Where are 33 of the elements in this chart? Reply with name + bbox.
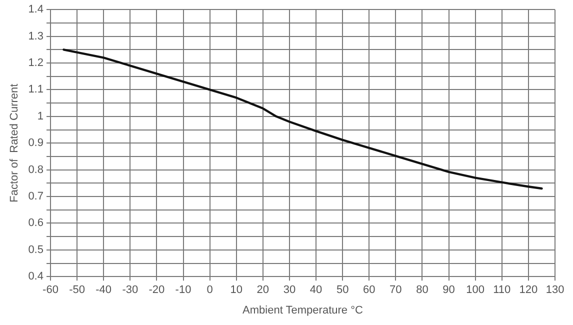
x-tick-label: 80: [416, 284, 428, 296]
x-tick-label: 40: [310, 284, 322, 296]
x-tick-label: 110: [493, 284, 511, 296]
y-tick-label: 1: [37, 110, 44, 122]
x-tick-label: -50: [69, 284, 85, 296]
x-tick-label: 100: [466, 284, 485, 296]
x-tick-label: 120: [519, 284, 538, 296]
x-axis-title: Ambient Temperature °C: [242, 304, 363, 316]
x-tick-label: 20: [256, 284, 270, 296]
x-tick-label: 50: [336, 284, 349, 296]
x-tick-label: 60: [363, 284, 376, 296]
y-tick-label: 0.4: [28, 270, 44, 283]
y-tick-label: 0.7: [28, 190, 44, 203]
x-tick-label: 30: [283, 284, 296, 296]
y-tick-label: 1.4: [28, 4, 44, 16]
x-tick-label: 70: [390, 284, 402, 296]
y-tick-label: 0.9: [28, 137, 44, 150]
x-tick-label: -20: [148, 284, 165, 296]
y-tick-label: 0.6: [28, 217, 44, 230]
y-axis-title: Factor of Rated Current: [8, 84, 21, 202]
y-tick-label: 1.1: [28, 84, 44, 96]
x-tick-label: -10: [175, 284, 192, 296]
x-tick-label: 10: [230, 284, 242, 296]
x-tick-label: 130: [546, 284, 564, 296]
x-tick-label: -30: [122, 284, 138, 296]
x-tick-label: 0: [206, 284, 213, 296]
y-tick-label: 0.5: [28, 244, 44, 256]
y-tick-label: 0.8: [28, 164, 44, 176]
x-tick-label: -40: [96, 284, 112, 296]
y-tick-label: 1.2: [28, 57, 44, 70]
x-tick-label: -60: [42, 284, 58, 296]
x-tick-label: 90: [442, 284, 455, 296]
y-tick-label: 1.3: [28, 30, 44, 42]
